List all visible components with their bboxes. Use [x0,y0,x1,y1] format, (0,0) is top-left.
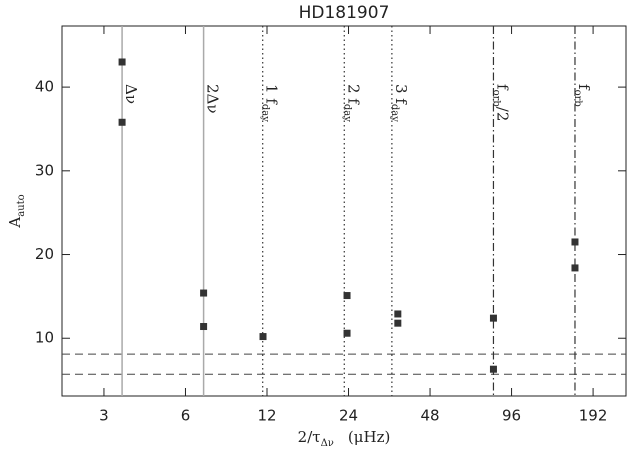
x-tick-label: 6 [181,407,191,425]
label-unit: (μHz) [348,428,390,446]
label-text: 1 f [263,84,281,105]
y-tick-label: 30 [35,161,54,179]
data-point [200,323,208,331]
x-axis-label: 2/τΔν (μHz) [298,428,391,449]
label-tail: /2 [493,107,511,122]
x-tick-label: 96 [502,407,521,425]
label-sub: day [342,104,353,122]
data-point [259,333,267,341]
y-tick-label: 10 [35,329,54,347]
x-tick-label: 48 [420,407,439,425]
reference-label: forb/2 [491,84,512,121]
label-sub: day [260,104,271,122]
label-sub: orb [491,90,502,107]
label-text: A [6,217,24,229]
data-point [343,292,351,300]
label-text: 3 f [392,84,410,105]
chart-title: HD181907 [299,3,390,23]
label-sub: orb [572,90,583,107]
reference-label: 2 fday [342,84,363,122]
data-point [394,310,402,318]
label-text: 2Δν [204,84,222,114]
reference-label: Δν [122,84,140,104]
reference-label: forb [572,84,593,107]
label-text: f [575,84,593,91]
label-text: Δν [122,84,140,104]
x-tick-label: 24 [339,407,358,425]
data-point [343,329,351,337]
data-point [489,314,497,322]
label-sub: auto [16,194,27,216]
label-sub: Δν [321,438,334,449]
reference-label: 1 fday [260,84,281,122]
y-tick-label: 20 [35,245,54,263]
data-point [200,289,208,297]
data-point [394,319,402,327]
data-point [489,365,497,373]
data-point [571,238,579,246]
data-point [571,264,579,272]
label-text: 2/τ [298,428,321,446]
label-text: 2 f [344,84,362,105]
data-point [118,58,126,66]
label-sub: day [389,104,400,122]
label-text: f [493,84,511,91]
x-tick-label: 12 [257,407,276,425]
y-axis-label: Aauto [6,194,27,228]
reference-label: 2Δν [204,84,222,114]
y-tick-label: 40 [35,78,54,96]
reference-label: 3 fday [389,84,410,122]
x-tick-label: 3 [99,407,109,425]
data-point [118,118,126,126]
x-tick-label: 192 [579,407,608,425]
